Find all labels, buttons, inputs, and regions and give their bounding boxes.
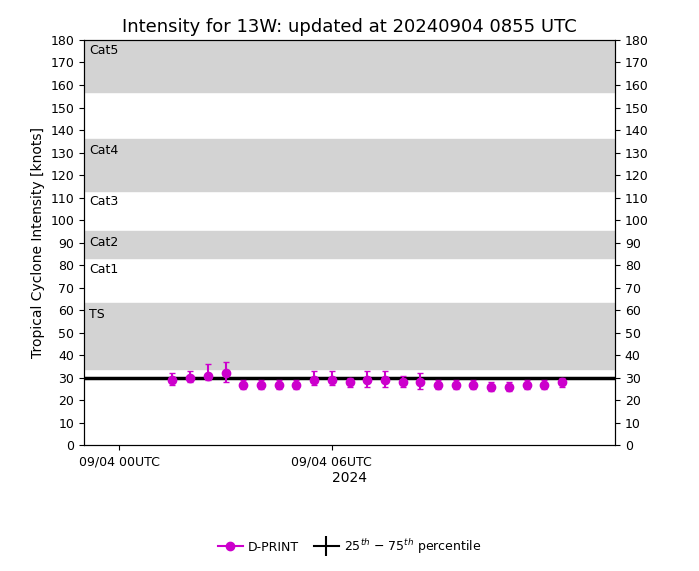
Text: Cat1: Cat1 <box>89 263 118 276</box>
Text: TS: TS <box>89 308 105 321</box>
Text: Cat4: Cat4 <box>89 143 118 156</box>
Text: Cat5: Cat5 <box>89 45 119 58</box>
Text: Cat2: Cat2 <box>89 236 118 249</box>
Bar <box>84 139 615 191</box>
Text: Cat3: Cat3 <box>89 195 118 208</box>
Bar <box>84 231 615 259</box>
X-axis label: 2024: 2024 <box>332 471 367 485</box>
Bar <box>84 304 615 369</box>
Bar <box>84 40 615 92</box>
Y-axis label: Tropical Cyclone Intensity [knots]: Tropical Cyclone Intensity [knots] <box>31 127 45 358</box>
Title: Intensity for 13W: updated at 20240904 0855 UTC: Intensity for 13W: updated at 20240904 0… <box>122 18 577 35</box>
